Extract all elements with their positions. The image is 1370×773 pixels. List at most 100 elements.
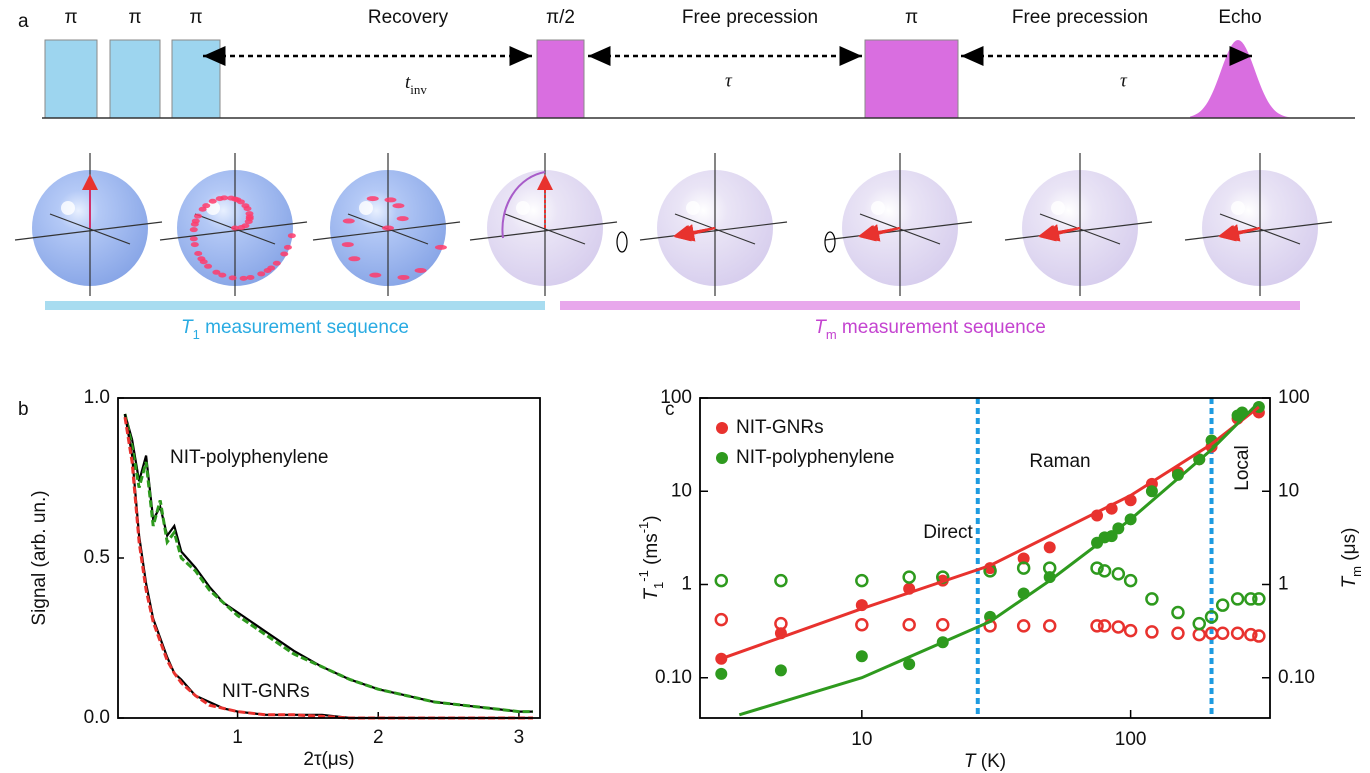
sequence-caption-part: T — [181, 317, 194, 338]
x-axis-label-part: T — [964, 751, 977, 772]
legend-label: NIT-polyphenylene — [736, 447, 894, 468]
data-point — [903, 658, 916, 671]
spin-vector — [1222, 224, 1261, 240]
spin-spot — [204, 263, 213, 269]
spin-spot — [208, 198, 217, 204]
sphere-axis — [504, 213, 586, 245]
sphere-axis — [159, 221, 308, 241]
spin-spot — [236, 199, 245, 205]
y-axis-label-part: ) — [641, 515, 662, 521]
y2-tick-label: 0.10 — [1278, 667, 1315, 688]
y2-axis-label-part: m — [1349, 566, 1364, 577]
data-point — [855, 573, 869, 588]
sequence-bar — [560, 301, 1300, 310]
data-point — [1145, 625, 1159, 639]
y-axis-label: Signal (arb. un.) — [29, 490, 50, 625]
rotation-arc — [501, 171, 546, 239]
y-axis-label-part: T — [641, 588, 662, 601]
spin-spot — [342, 218, 355, 224]
y2-tick-label: 1 — [1278, 574, 1289, 595]
sphere-axis — [639, 221, 788, 241]
data-point — [1090, 561, 1104, 575]
spin-spot — [257, 271, 266, 277]
spin-spot — [280, 251, 289, 257]
sequence-caption: T1 measurement sequence — [181, 317, 409, 342]
panel-label: b — [18, 399, 29, 420]
y-tick-label: 0.5 — [84, 547, 110, 568]
spin-spot — [220, 195, 229, 201]
series-line — [123, 413, 533, 714]
x-axis-label-part: (K) — [976, 751, 1007, 772]
spin-spot — [382, 225, 394, 231]
data-point — [1252, 629, 1266, 643]
spin-spot — [218, 272, 227, 278]
y2-axis-label-part: (μs) — [1339, 528, 1360, 566]
sphere-highlight — [61, 201, 75, 215]
spin-vector — [677, 224, 716, 240]
interval-label: Free precession — [682, 7, 818, 28]
data-point — [1097, 564, 1112, 578]
data-point — [714, 612, 729, 627]
y-axis-label-part: -1 — [636, 570, 651, 582]
spin-spot — [189, 227, 198, 233]
plot-frame — [699, 397, 1271, 719]
spin-vector — [1042, 224, 1081, 240]
spin-spot — [212, 269, 221, 275]
series-label: NIT-polyphenylene — [170, 447, 328, 468]
data-point — [902, 570, 916, 584]
x-axis-label: 2τ(μs) — [303, 749, 354, 770]
spin-spot — [244, 219, 253, 225]
data-point — [774, 616, 788, 631]
sequence-bar — [45, 301, 545, 310]
sphere-axis — [312, 221, 461, 241]
x-tick-label: 1 — [232, 727, 243, 748]
pulse-label: π/2 — [546, 7, 575, 28]
y2-axis-label: Tm (μs) — [1339, 528, 1364, 589]
sphere-axis — [1004, 221, 1153, 241]
sphere-highlight — [516, 201, 530, 215]
tau-label: τ — [725, 70, 733, 91]
data-point — [855, 618, 869, 632]
data-point — [1192, 616, 1206, 631]
plot-frame — [117, 397, 541, 719]
spin-spot — [231, 225, 239, 231]
pulse — [864, 39, 959, 119]
pulse — [536, 39, 585, 119]
data-point — [1244, 592, 1258, 606]
spin-spot — [384, 197, 397, 203]
sequence-caption-part: measurement sequence — [837, 317, 1046, 338]
data-point — [1145, 592, 1159, 606]
spin-spot — [237, 224, 246, 230]
spin-spot — [198, 206, 207, 212]
fit-line — [738, 401, 1260, 717]
data-point — [1204, 610, 1219, 624]
data-point — [1230, 626, 1245, 640]
y-axis-label-part: (ms — [641, 533, 662, 570]
panel-label: a — [18, 11, 29, 32]
y-tick-label: 1 — [681, 574, 692, 595]
sphere-highlight — [686, 201, 700, 215]
fit-line — [720, 405, 1260, 661]
pulse-label: π — [64, 7, 77, 28]
pulse — [171, 39, 221, 119]
spin-spot — [272, 260, 281, 266]
spin-spot — [189, 236, 198, 242]
data-point — [714, 573, 729, 588]
series-label: NIT-GNRs — [222, 681, 310, 702]
data-point — [774, 664, 787, 677]
spin-spot — [283, 244, 292, 250]
sphere-axis — [49, 213, 131, 245]
spin-spot — [267, 265, 276, 271]
legend-marker — [716, 452, 728, 464]
y2-axis-label-part: T — [1339, 575, 1360, 588]
spin-spot — [369, 272, 382, 278]
data-point — [1017, 552, 1030, 565]
y-axis-label: T1-1 (ms-1) — [636, 515, 666, 600]
pulse — [109, 39, 161, 119]
sequence-caption-part: m — [826, 327, 837, 342]
data-point — [1097, 619, 1112, 633]
y-axis-label-part: 1 — [651, 582, 666, 589]
data-point — [1016, 561, 1031, 575]
t-inv-label-part: t — [405, 72, 411, 93]
